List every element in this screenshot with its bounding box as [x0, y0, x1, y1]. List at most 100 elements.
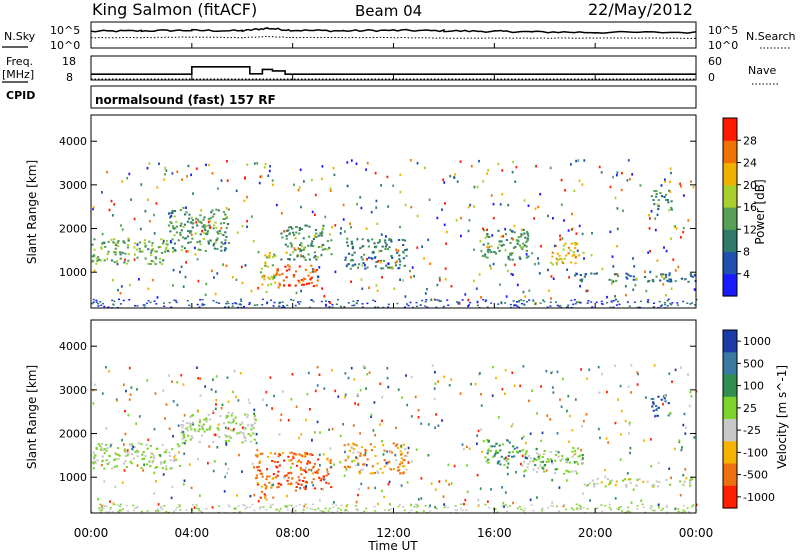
- data-cell: [654, 405, 658, 408]
- data-cell: [655, 408, 658, 411]
- data-cell: [411, 460, 413, 463]
- data-cell: [389, 503, 391, 506]
- data-cell: [660, 398, 663, 401]
- data-cell: [490, 302, 493, 304]
- data-cell: [632, 488, 635, 491]
- data-cell: [175, 301, 178, 304]
- data-cell: [339, 305, 342, 308]
- data-cell: [114, 458, 117, 461]
- data-cell: [479, 240, 482, 243]
- data-cell: [547, 289, 550, 292]
- data-cell: [295, 481, 298, 484]
- data-cell: [306, 507, 309, 509]
- data-cell: [447, 506, 450, 509]
- data-cell: [319, 431, 321, 434]
- data-cell: [523, 303, 526, 305]
- data-cell: [383, 465, 386, 468]
- data-cell: [577, 508, 580, 510]
- data-cell: [564, 242, 567, 245]
- data-cell: [214, 407, 217, 411]
- data-cell: [614, 484, 617, 487]
- data-cell: [105, 511, 108, 513]
- data-cell: [286, 245, 289, 248]
- data-cell: [454, 505, 457, 507]
- data-cell: [227, 435, 230, 438]
- data-cell: [682, 230, 685, 234]
- data-cell: [264, 262, 267, 265]
- data-cell: [185, 261, 187, 264]
- data-cell: [211, 506, 214, 509]
- data-cell: [344, 256, 347, 259]
- data-cell: [113, 203, 116, 206]
- data-cell: [540, 244, 542, 248]
- data-cell: [492, 455, 495, 458]
- data-cell: [278, 273, 281, 276]
- data-cell: [490, 267, 492, 270]
- data-cell: [96, 259, 99, 262]
- data-cell: [318, 373, 321, 376]
- data-cell: [301, 283, 304, 286]
- data-cell: [190, 233, 193, 236]
- data-cell: [434, 371, 436, 374]
- data-cell: [319, 499, 321, 502]
- data-cell: [158, 257, 162, 260]
- colorbar-swatch: [723, 396, 737, 420]
- data-cell: [289, 452, 292, 454]
- data-cell: [126, 246, 129, 249]
- data-cell: [312, 268, 315, 271]
- data-cell: [136, 507, 139, 509]
- data-cell: [429, 504, 431, 507]
- colorbar-tick-label: 500: [743, 357, 764, 370]
- data-cell: [217, 187, 219, 190]
- data-cell: [231, 412, 234, 415]
- data-cell: [278, 282, 281, 285]
- data-cell: [197, 248, 200, 251]
- colorbar-swatch: [723, 463, 737, 487]
- data-cell: [353, 378, 356, 381]
- data-cell: [221, 403, 224, 407]
- data-cell: [486, 235, 489, 238]
- data-cell: [254, 477, 258, 480]
- data-cell: [402, 244, 405, 246]
- data-cell: [575, 272, 578, 275]
- data-cell: [504, 227, 507, 231]
- data-cell: [186, 429, 189, 432]
- data-cell: [304, 503, 307, 505]
- data-cell: [114, 452, 117, 454]
- data-cell: [568, 414, 571, 418]
- data-cell: [115, 260, 119, 263]
- data-cell: [257, 499, 260, 503]
- data-cell: [174, 454, 177, 457]
- data-cell: [387, 205, 390, 208]
- data-cell: [460, 234, 462, 238]
- data-cell: [410, 509, 413, 511]
- data-cell: [652, 509, 655, 512]
- data-cell: [348, 466, 351, 469]
- data-cell: [191, 219, 194, 222]
- data-cell: [381, 419, 383, 423]
- data-cell: [420, 422, 423, 425]
- data-cell: [683, 505, 685, 507]
- data-cell: [257, 286, 260, 290]
- data-cell: [481, 450, 483, 454]
- data-cell: [574, 274, 577, 277]
- data-cell: [659, 305, 662, 307]
- data-cell: [535, 164, 537, 168]
- data-cell: [673, 447, 676, 451]
- data-cell: [93, 255, 96, 258]
- data-cell: [478, 373, 480, 376]
- data-cell: [202, 238, 205, 241]
- data-cell: [651, 484, 654, 487]
- data-cell: [123, 462, 126, 465]
- data-cell: [355, 464, 358, 467]
- data-cell: [311, 481, 314, 484]
- data-cell: [169, 216, 172, 219]
- data-cell: [293, 247, 296, 250]
- data-cell: [521, 464, 524, 467]
- data-cell: [484, 456, 487, 459]
- data-cell: [534, 302, 537, 305]
- data-cell: [322, 488, 324, 491]
- data-cell: [573, 242, 576, 244]
- data-cell: [345, 468, 348, 472]
- data-cell: [674, 507, 677, 510]
